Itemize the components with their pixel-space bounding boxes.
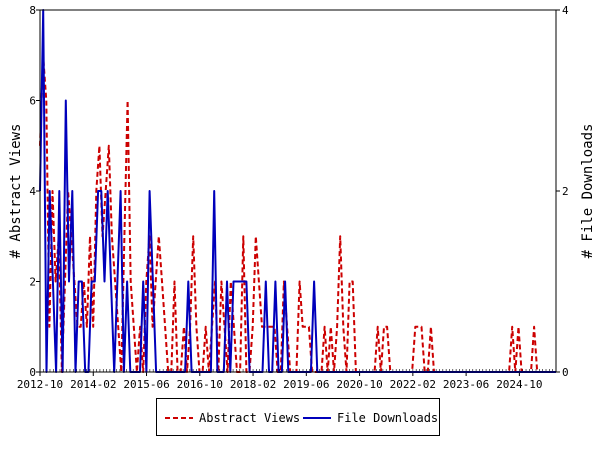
x-tick-label: 2022-02: [390, 378, 436, 391]
y-tick-label-left: 6: [29, 95, 36, 108]
legend-item-abstract-views: Abstract Views: [165, 410, 300, 426]
x-tick-label: 2014-02: [70, 378, 116, 391]
y-tick-label-right: 2: [562, 185, 569, 198]
y-tick-label-left: 0: [29, 366, 36, 379]
right-axis-ticks: 0 2 4: [556, 4, 569, 379]
x-tick-label: 2015-06: [123, 378, 169, 391]
y-tick-label-right: 4: [562, 4, 569, 17]
legend-item-file-downloads: File Downloads: [303, 410, 438, 426]
x-tick-label: 2023-06: [443, 378, 489, 391]
legend-label-abstract-views: Abstract Views: [199, 411, 301, 425]
x-tick-label: 2020-10: [336, 378, 382, 391]
series-line-abstract-views: [39, 54, 556, 373]
y-tick-label-right: 0: [562, 366, 569, 379]
left-axis-ticks: 0 2 4 6 8: [29, 4, 40, 379]
legend-label-file-downloads: File Downloads: [337, 411, 439, 425]
y-tick-label-left: 8: [29, 4, 36, 17]
y-axis-title-left: # Abstract Views: [8, 124, 24, 259]
y-tick-label-left: 4: [29, 185, 36, 198]
y-tick-label-left: 2: [29, 276, 36, 289]
x-tick-label: 2016-10: [177, 378, 223, 391]
series-layer: [39, 9, 556, 373]
plot-frame: [39, 9, 557, 373]
legend-swatch-abstract-views: [165, 417, 193, 419]
x-tick-label: 2019-06: [283, 378, 329, 391]
x-tick-label: 2012-10: [17, 378, 63, 391]
x-tick-label: 2018-02: [230, 378, 276, 391]
legend: Abstract Views File Downloads: [156, 398, 440, 436]
y-axis-title-right: # File Downloads: [580, 124, 596, 259]
legend-swatch-file-downloads: [303, 417, 331, 419]
x-tick-label: 2024-10: [496, 378, 542, 391]
